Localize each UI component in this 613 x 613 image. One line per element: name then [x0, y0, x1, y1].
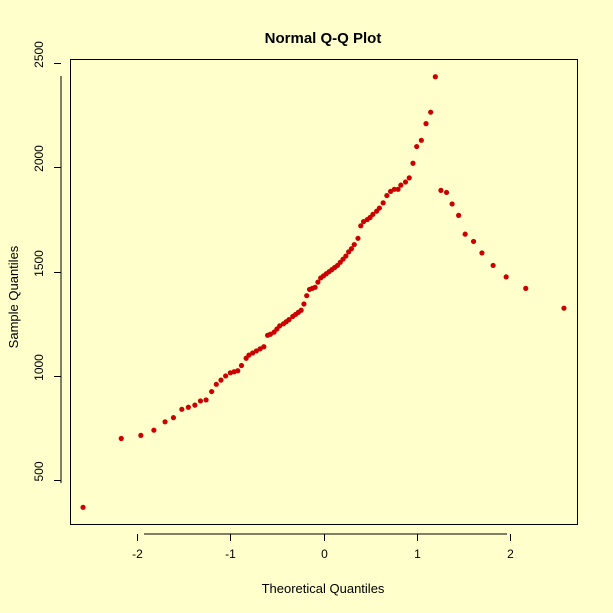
data-point — [261, 344, 267, 350]
data-point — [223, 373, 229, 379]
data-point — [218, 377, 224, 383]
data-point — [235, 368, 241, 374]
data-point — [402, 179, 409, 185]
data-point — [315, 279, 321, 285]
x-tick-label: 0 — [321, 547, 328, 561]
data-point — [192, 402, 198, 408]
x-tick-label: 2 — [507, 547, 514, 561]
chart-title: Normal Q-Q Plot — [265, 30, 382, 47]
x-axis-label: Theoretical Quantiles — [262, 581, 385, 596]
data-point — [503, 274, 509, 280]
data-point — [162, 419, 168, 425]
data-point — [449, 201, 455, 207]
data-point — [456, 212, 462, 218]
data-point — [391, 186, 397, 192]
data-point — [185, 404, 191, 410]
data-point — [423, 121, 429, 127]
data-point — [138, 432, 144, 438]
data-point — [286, 317, 292, 323]
data-point — [432, 74, 438, 80]
data-point — [490, 262, 496, 269]
data-point — [203, 397, 209, 403]
data-point — [358, 223, 364, 229]
data-point — [410, 160, 416, 166]
y-axis: 500 1000 1500 2000 2500 — [32, 41, 62, 483]
data-point — [380, 200, 386, 206]
data-point — [355, 235, 361, 241]
data-point — [398, 182, 404, 188]
data-point — [428, 109, 434, 115]
x-tick-label: -1 — [225, 547, 236, 561]
data-point — [151, 427, 157, 433]
data-point — [395, 186, 401, 192]
y-tick-label: 1500 — [32, 250, 46, 277]
data-point — [370, 211, 376, 217]
data-point — [351, 241, 357, 248]
data-point — [384, 192, 390, 199]
y-tick-label: 2500 — [32, 41, 46, 68]
data-point — [523, 285, 529, 291]
data-points — [80, 74, 567, 510]
data-point — [298, 307, 304, 313]
data-point — [209, 388, 215, 395]
data-point — [414, 143, 420, 150]
data-point — [301, 301, 307, 307]
data-point — [197, 398, 204, 404]
data-point — [406, 175, 412, 181]
data-point — [348, 246, 355, 252]
data-point — [438, 187, 444, 193]
data-point — [479, 250, 485, 256]
data-point — [213, 381, 219, 387]
y-axis-label: Sample Quantiles — [6, 245, 21, 348]
data-point — [561, 305, 567, 311]
data-point — [312, 284, 318, 290]
data-point — [376, 205, 383, 211]
data-point — [118, 435, 124, 442]
y-tick-label: 2000 — [32, 145, 46, 172]
data-point — [470, 238, 477, 245]
data-point — [179, 406, 185, 412]
plot-frame — [70, 59, 578, 525]
data-point — [304, 293, 310, 299]
data-point — [238, 362, 245, 369]
y-tick-label: 500 — [32, 461, 46, 481]
x-tick-label: 1 — [414, 547, 421, 561]
y-tick-label: 1000 — [32, 354, 46, 381]
data-point — [343, 253, 349, 259]
data-point — [170, 415, 177, 421]
data-point — [418, 137, 424, 143]
data-point — [80, 504, 86, 510]
x-tick-label: -2 — [132, 547, 143, 561]
data-point — [462, 231, 468, 237]
x-axis: -2 -1 0 1 2 — [132, 533, 514, 561]
data-point — [443, 189, 450, 196]
